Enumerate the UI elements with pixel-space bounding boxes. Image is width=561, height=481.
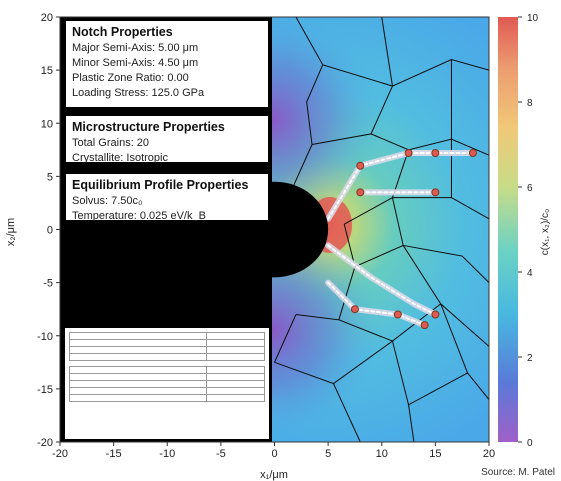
x-tick-label: -15 <box>106 448 122 460</box>
grain-boundary <box>333 383 361 442</box>
y-tick-label: 15 <box>41 65 53 77</box>
loading-stress-text: Loading Stress: 125.0 GPa <box>72 87 205 99</box>
crack-tip-marker <box>356 188 365 197</box>
y-axis-ticks: -20 -15 -10 -5 0 5 10 15 20 <box>37 12 60 449</box>
microstructure-properties-title: Microstructure Properties <box>72 120 225 134</box>
grain-boundary <box>370 133 489 156</box>
grain-boundary <box>408 404 415 442</box>
x-axis-ticks: -20 -15 -10 -5 0 5 10 15 20 <box>52 442 495 460</box>
colorbar-tick-label: 0 <box>527 438 533 449</box>
crystallite-text: Crystallite: Isotropic <box>72 152 168 164</box>
x-tick-label: 0 <box>271 448 277 460</box>
crack-path-core <box>327 244 437 316</box>
major-semi-axis-text: Major Semi-Axis: 5.00 μm <box>72 42 199 54</box>
y-tick-label: 5 <box>47 171 53 183</box>
y-tick-label: 20 <box>41 12 53 24</box>
colorbar-tick-label: 4 <box>527 268 533 279</box>
crack-tip-marker <box>431 310 440 319</box>
microstructure-properties-panel: Microstructure Properties Total Grains: … <box>63 113 271 165</box>
x-tick-label: -20 <box>52 448 68 460</box>
crack-tip-marker <box>404 149 413 157</box>
y-tick-label: 0 <box>47 225 53 237</box>
crack-tip-marker <box>420 321 429 330</box>
x-tick-label: -10 <box>159 448 175 460</box>
minor-semi-axis-text: Minor Semi-Axis: 4.50 μm <box>72 57 199 69</box>
plastic-zone-ratio-text: Plastic Zone Ratio: 0.00 <box>72 72 189 84</box>
notch-properties-title: Notch Properties <box>72 25 173 39</box>
y-axis-label: x₂/μm <box>5 218 17 246</box>
y-tick-label: -15 <box>37 384 53 396</box>
tensor-table-upper <box>69 332 265 361</box>
equilibrium-properties-title: Equilibrium Profile Properties <box>72 178 249 192</box>
crack-tip-marker <box>468 149 477 157</box>
total-grains-text: Total Grains: 20 <box>72 137 150 149</box>
colorbar-tick-label: 8 <box>527 98 533 109</box>
crack-tip-marker <box>356 161 365 170</box>
tensor-component-tables <box>63 326 271 441</box>
grain-boundary <box>403 244 489 283</box>
y-tick-label: -5 <box>43 278 53 290</box>
solvus-text: Solvus: 7.50c₀ <box>72 195 143 207</box>
x-axis-label: x₁/μm <box>260 469 288 481</box>
crack-tip-marker <box>393 310 402 319</box>
x-tick-label: -5 <box>216 448 226 460</box>
grain-boundary <box>391 197 404 246</box>
grain-boundary <box>381 17 393 87</box>
colorbar-tick-label: 10 <box>527 13 539 24</box>
colorbar <box>498 17 518 442</box>
crack-tip-marker <box>431 149 440 157</box>
colorbar-tick-label: 2 <box>527 353 533 364</box>
grain-boundary <box>274 314 297 363</box>
notch-properties-panel: Notch Properties Major Semi-Axis: 5.00 μ… <box>63 18 271 110</box>
source-credit: Source: M. Patel <box>481 467 555 478</box>
colorbar-ticks: 0 2 4 6 8 10 <box>518 13 539 449</box>
y-tick-label: -20 <box>37 437 53 449</box>
x-tick-label: 20 <box>483 448 495 460</box>
x-tick-label: 15 <box>429 448 441 460</box>
equilibrium-properties-panel: Equilibrium Profile Properties Solvus: 7… <box>63 171 271 223</box>
temperature-text: Temperature: 0.025 eV/k_B <box>72 210 206 222</box>
crack-tip-marker <box>350 305 359 314</box>
colorbar-label: c(x₁, x₂)/c₀ <box>540 209 551 255</box>
crack-tip-marker <box>431 188 440 197</box>
x-tick-label: 5 <box>325 448 331 460</box>
tensor-table-lower <box>69 366 265 402</box>
y-tick-label: 10 <box>41 118 53 130</box>
x-tick-label: 10 <box>376 448 388 460</box>
colorbar-tick-label: 6 <box>527 183 533 194</box>
crack-paths <box>325 149 477 330</box>
crack-path-core <box>327 281 426 327</box>
grain-boundary <box>290 64 324 193</box>
y-tick-label: -10 <box>37 331 53 343</box>
